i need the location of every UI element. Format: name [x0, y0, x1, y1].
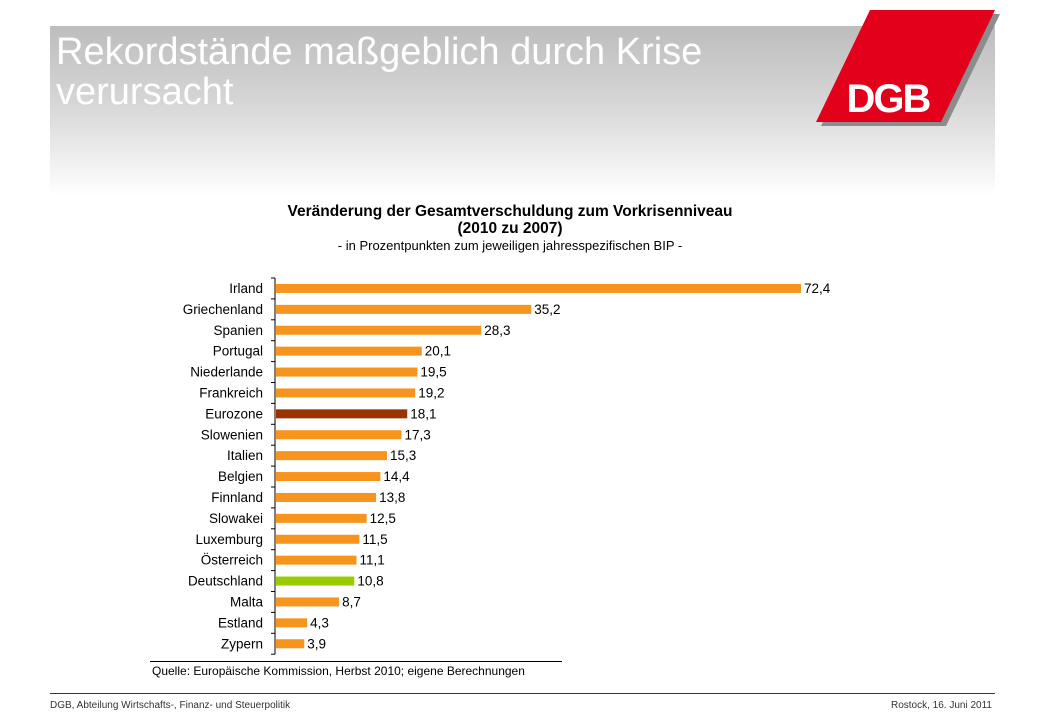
- bar: [276, 492, 377, 502]
- logo-text: DGB: [847, 77, 931, 121]
- value-label: 17,3: [404, 427, 430, 442]
- value-label: 4,3: [310, 615, 329, 630]
- category-label: Eurozone: [205, 406, 263, 421]
- category-label: Italien: [227, 448, 263, 463]
- bar: [276, 639, 305, 649]
- bar: [276, 534, 360, 544]
- value-label: 13,8: [379, 490, 405, 505]
- source-note: Quelle: Europäische Kommission, Herbst 2…: [152, 664, 525, 678]
- value-label: 11,5: [362, 532, 387, 547]
- value-label: 8,7: [342, 594, 361, 609]
- category-label: Zypern: [221, 636, 263, 651]
- category-label: Niederlande: [190, 365, 263, 380]
- chart-title: Veränderung der Gesamtverschuldung zum V…: [287, 203, 733, 220]
- value-label: 19,2: [418, 385, 444, 400]
- bar: [276, 388, 416, 398]
- bar: [276, 576, 355, 586]
- source-divider: [150, 661, 562, 662]
- footer-divider: [50, 693, 995, 694]
- category-label: Malta: [230, 594, 264, 609]
- category-label: Frankreich: [199, 385, 263, 400]
- bar: [276, 367, 418, 377]
- bar: [276, 597, 340, 607]
- bar: [276, 451, 387, 461]
- value-label: 11,1: [359, 553, 384, 568]
- value-label: 18,1: [410, 406, 436, 421]
- bar: [276, 325, 482, 335]
- category-label: Slowakei: [209, 511, 263, 526]
- category-label: Deutschland: [188, 574, 263, 589]
- category-label: Griechenland: [183, 302, 263, 317]
- value-label: 20,1: [425, 344, 451, 359]
- bar: [276, 346, 422, 356]
- value-label: 28,3: [484, 323, 510, 338]
- value-label: 10,8: [357, 574, 383, 589]
- category-label: Estland: [218, 615, 263, 630]
- category-label: Spanien: [213, 323, 263, 338]
- category-label: Österreich: [201, 553, 263, 568]
- bar: [276, 409, 408, 419]
- logo-parallelogram: [816, 10, 995, 122]
- value-label: 3,9: [307, 636, 326, 651]
- slide-title: Rekordstände maßgeblich durch Krise veru…: [56, 31, 703, 113]
- value-label: 35,2: [534, 302, 560, 317]
- bar: [276, 618, 308, 628]
- category-label: Belgien: [218, 469, 263, 484]
- category-label: Luxemburg: [195, 532, 263, 547]
- footer-organization: DGB, Abteilung Wirtschafts-, Finanz- und…: [50, 700, 291, 711]
- value-label: 19,5: [420, 365, 446, 380]
- category-label: Slowenien: [201, 427, 263, 442]
- bar: [276, 513, 367, 523]
- bar: [276, 283, 801, 293]
- value-label: 15,3: [390, 448, 416, 463]
- bar: [276, 555, 357, 565]
- category-label: Irland: [229, 281, 263, 296]
- bar: [276, 430, 402, 440]
- chart-unit-note: - in Prozentpunkten zum jeweiligen jahre…: [337, 238, 683, 253]
- category-label: Finnland: [211, 490, 263, 505]
- bar: [276, 472, 381, 482]
- value-label: 12,5: [370, 511, 396, 526]
- bar: [276, 304, 532, 314]
- category-label: Portugal: [213, 344, 263, 359]
- footer-date: Rostock, 16. Juni 2011: [891, 700, 992, 711]
- dgb-logo: DGB: [816, 10, 1000, 126]
- chart-subtitle: (2010 zu 2007): [457, 220, 563, 237]
- value-label: 72,4: [804, 281, 831, 296]
- value-label: 14,4: [383, 469, 410, 484]
